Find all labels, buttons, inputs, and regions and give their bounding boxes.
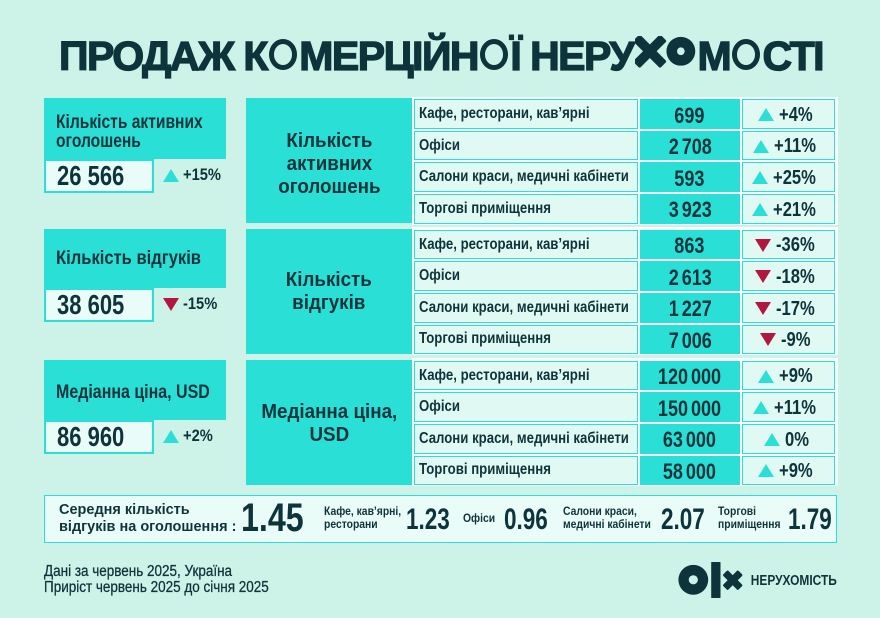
svg-text:НЕРУХОМІСТЬ: НЕРУХОМІСТЬ	[751, 573, 837, 589]
